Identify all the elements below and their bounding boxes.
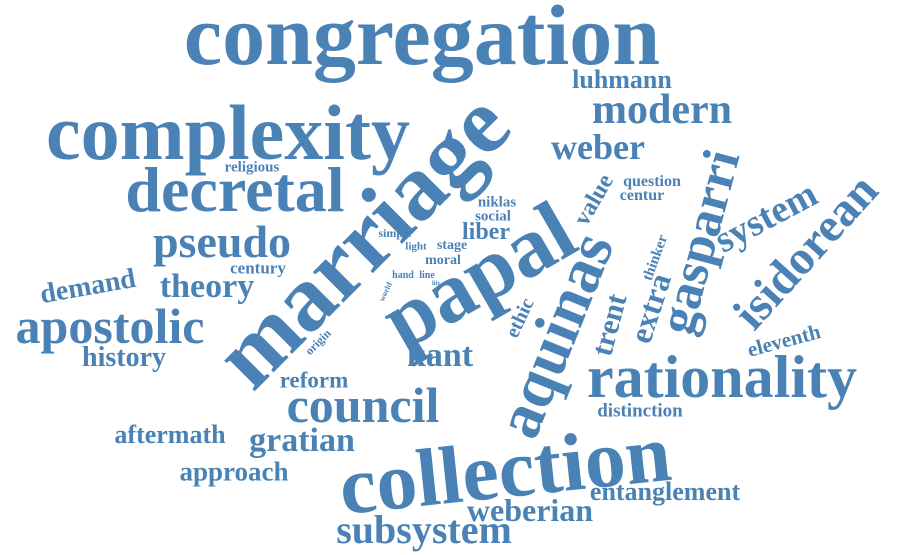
word-rationality: rationality (587, 344, 857, 410)
word-modern: modern (592, 87, 732, 133)
word-theory: theory (159, 268, 255, 305)
word-extra: extra (621, 268, 679, 348)
word-kant: kant (406, 337, 474, 374)
word-entanglement: entanglement (589, 477, 741, 506)
word-apostolic: apostolic (15, 298, 205, 354)
word-hand: hand (392, 270, 414, 281)
word-weberian: weberian (466, 492, 594, 528)
word-congregation: congregation (183, 0, 661, 83)
word-complexity: complexity (46, 89, 410, 176)
word-liber: liber (462, 219, 510, 245)
word-simple: simple (378, 226, 412, 240)
word-aftermath: aftermath (114, 420, 226, 449)
word-line: line (419, 270, 435, 281)
word-religious: religious (224, 159, 280, 176)
word-council: council (286, 377, 440, 433)
word-stage: stage (436, 238, 468, 253)
word-gratian: gratian (249, 422, 355, 459)
word-life: life (432, 281, 440, 287)
word-decretal: decretal (125, 154, 345, 225)
word-question: question (623, 173, 681, 190)
word-century: century (230, 258, 286, 278)
word-light: light (405, 240, 427, 253)
word-distinction: distinction (597, 400, 683, 422)
word-social: social (475, 208, 511, 225)
word-centur: centur (619, 187, 665, 204)
word-reform: reform (279, 367, 349, 393)
word-history: history (82, 342, 166, 373)
word-subsystem: subsystem (336, 507, 512, 552)
word-value: value (569, 169, 619, 231)
word-luhmann: luhmann (572, 65, 672, 94)
word-pseudo: pseudo (152, 216, 292, 267)
word-approach: approach (179, 456, 289, 487)
word-niklas: niklas (477, 194, 517, 211)
word-weber: weber (551, 127, 645, 167)
word-moral: moral (425, 253, 461, 268)
